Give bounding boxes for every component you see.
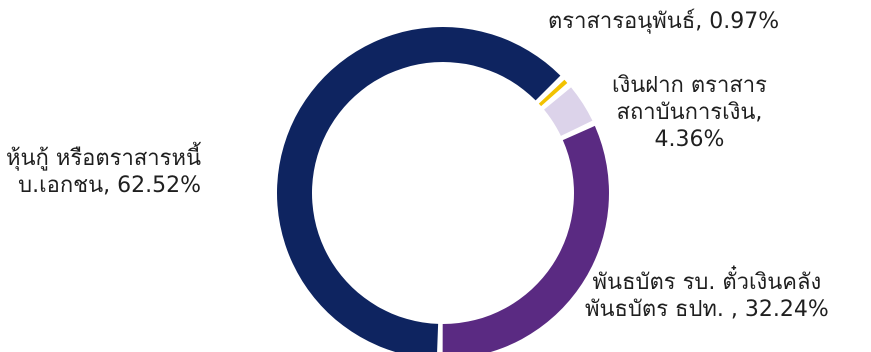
- label-deposits-line-2: สถาบันการเงิน,: [616, 100, 763, 125]
- label-corporate-bonds-line-2: บ.เอกชน, 62.52%: [18, 173, 201, 198]
- label-government-bonds-line-1: พันธบัตร รบ. ตั๋วเงินคลัง: [592, 270, 822, 295]
- label-deposits: เงินฝาก ตราสาร สถาบันการเงิน, 4.36%: [612, 72, 767, 153]
- slice-deposits: [544, 87, 593, 136]
- label-government-bonds-line-2: พันธบัตร ธปท. , 32.24%: [585, 297, 829, 322]
- label-deposits-line-3: 4.36%: [654, 127, 725, 152]
- label-government-bonds: พันธบัตร รบ. ตั๋วเงินคลัง พันธบัตร ธปท. …: [585, 269, 829, 323]
- slice-derivatives: [538, 79, 568, 107]
- label-deposits-line-1: เงินฝาก ตราสาร: [612, 73, 767, 98]
- slice-government-bonds: [442, 125, 609, 352]
- label-corporate-bonds-line-1: หุ้นกู้ หรือตราสารหนี้: [6, 146, 201, 171]
- label-derivatives: ตราสารอนุพันธ์, 0.97%: [548, 8, 779, 35]
- slice-corporate-bonds: [277, 27, 561, 352]
- label-corporate-bonds: หุ้นกู้ หรือตราสารหนี้ บ.เอกชน, 62.52%: [6, 145, 201, 199]
- label-derivatives-line-1: ตราสารอนุพันธ์, 0.97%: [548, 9, 780, 34]
